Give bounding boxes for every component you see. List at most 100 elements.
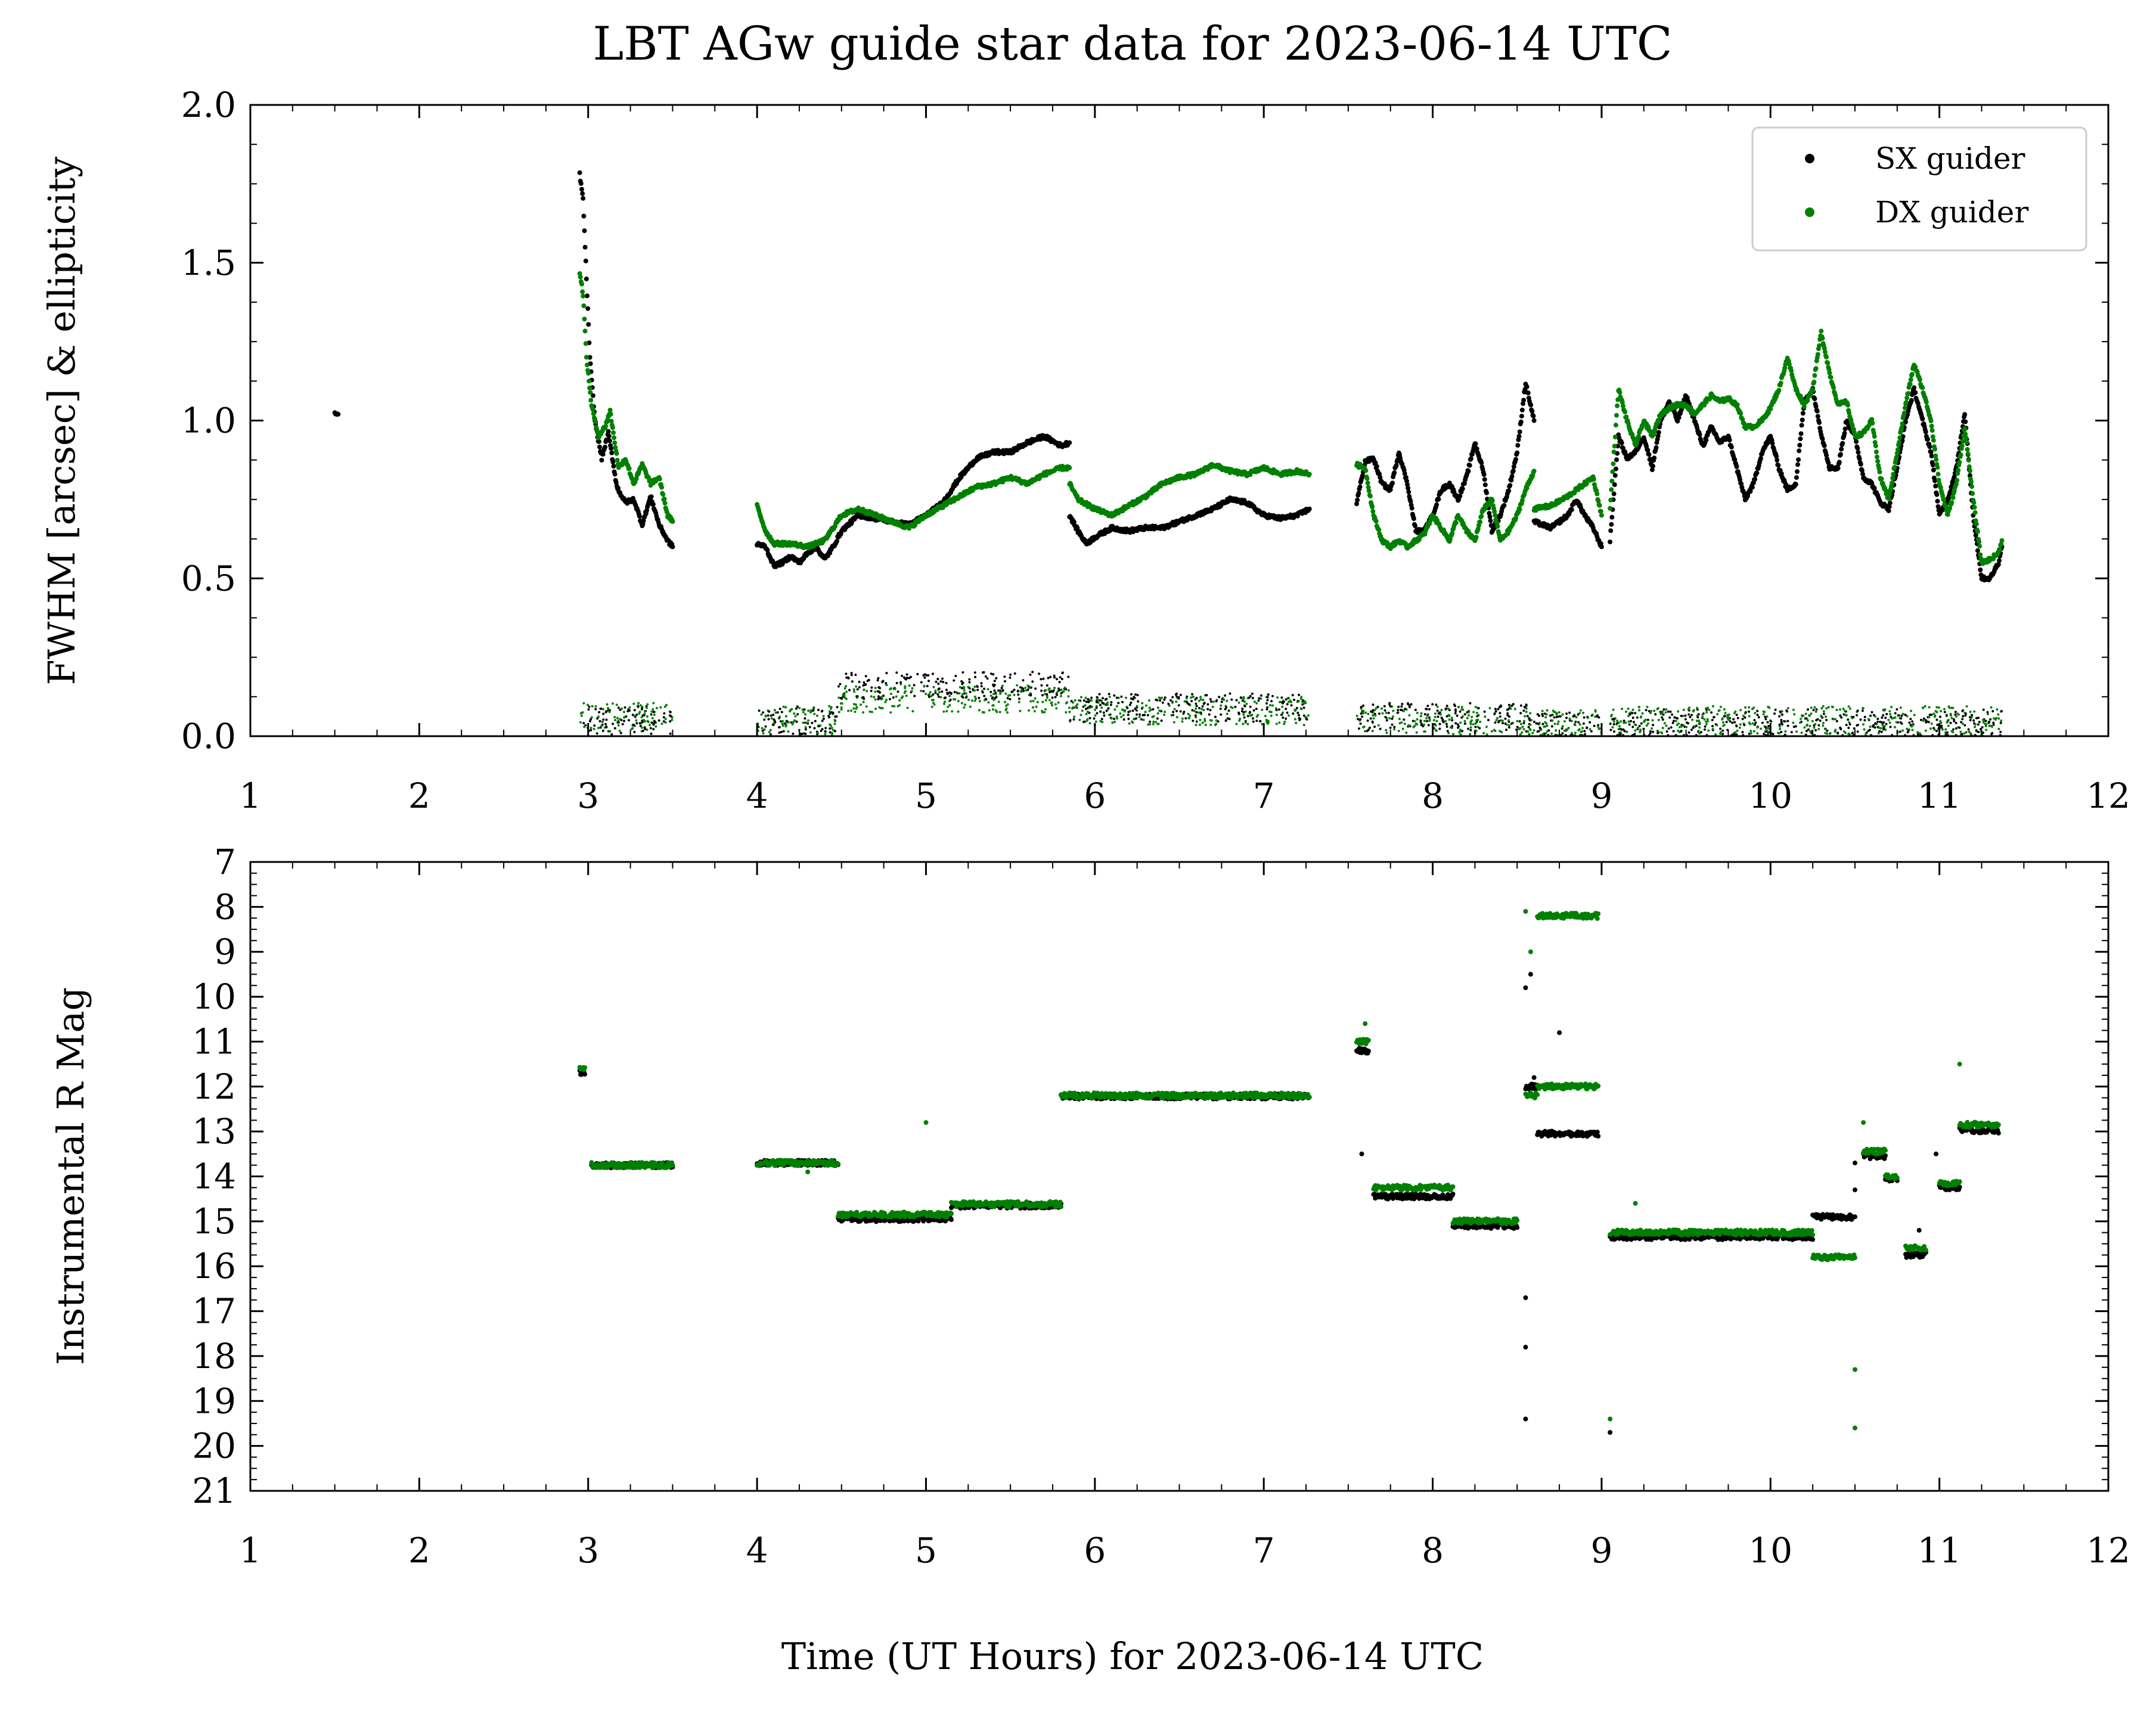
ellipticity-point-dx	[1495, 719, 1498, 722]
ellipticity-point-sx	[1541, 722, 1544, 725]
fwhm-point-sx	[336, 411, 341, 417]
fwhm-point-dx	[615, 458, 620, 463]
fwhm-point-sx	[1619, 441, 1624, 446]
ellipticity-point-sx	[1794, 725, 1797, 728]
ellipticity-point-dx	[1660, 731, 1663, 734]
ellipticity-point-sx	[1436, 709, 1439, 712]
ellipticity-point-dx	[1090, 699, 1093, 702]
ellipticity-point-dx	[1044, 699, 1047, 702]
ellipticity-point-dx	[614, 719, 617, 721]
ellipticity-point-dx	[1220, 704, 1223, 707]
ellipticity-point-dx	[1890, 706, 1893, 708]
ellipticity-point-dx	[1685, 725, 1688, 728]
ellipticity-point-dx	[582, 702, 585, 705]
ellipticity-point-dx	[1120, 715, 1123, 718]
ellipticity-point-dx	[817, 731, 819, 734]
ellipticity-point-sx	[1561, 732, 1564, 735]
ellipticity-point-dx	[640, 726, 643, 729]
ellipticity-point-dx	[1202, 709, 1205, 712]
ellipticity-point-sx	[1397, 705, 1400, 708]
ellipticity-point-sx	[1149, 720, 1151, 723]
ellipticity-point-dx	[1825, 707, 1828, 710]
ellipticity-point-sx	[1006, 697, 1009, 700]
ellipticity-point-sx	[1964, 712, 1967, 715]
ellipticity-point-dx	[1719, 731, 1722, 734]
ellipticity-point-dx	[1839, 708, 1841, 711]
ellipticity-point-dx	[891, 705, 894, 708]
ellipticity-point-sx	[1733, 721, 1736, 724]
ellipticity-point-sx	[1369, 717, 1372, 720]
ellipticity-point-sx	[769, 733, 772, 736]
ellipticity-point-dx	[1147, 723, 1150, 726]
ellipticity-point-dx	[1189, 714, 1192, 717]
ellipticity-point-sx	[1949, 721, 1952, 724]
ellipticity-point-sx	[821, 719, 824, 722]
ellipticity-point-dx	[1221, 697, 1224, 700]
ellipticity-point-dx	[781, 719, 784, 722]
ellipticity-point-dx	[1117, 696, 1120, 699]
ellipticity-point-sx	[1438, 727, 1441, 730]
ellipticity-point-sx	[1040, 684, 1043, 687]
ellipticity-point-sx	[1805, 730, 1808, 733]
ellipticity-point-sx	[946, 691, 949, 694]
ellipticity-point-sx	[936, 678, 939, 680]
ellipticity-point-sx	[939, 680, 942, 683]
ellipticity-point-sx	[644, 727, 647, 730]
ellipticity-point-dx	[1795, 730, 1798, 733]
ellipticity-point-dx	[1077, 699, 1080, 702]
ellipticity-point-sx	[590, 718, 592, 721]
ellipticity-point-dx	[809, 731, 812, 734]
ellipticity-point-dx	[1651, 719, 1654, 722]
ellipticity-point-sx	[1286, 703, 1289, 706]
ellipticity-point-dx	[833, 719, 836, 721]
ellipticity-point-sx	[1190, 700, 1193, 703]
ellipticity-point-dx	[1726, 716, 1729, 719]
ellipticity-point-sx	[804, 717, 806, 720]
ellipticity-point-sx	[990, 672, 992, 675]
ellipticity-point-sx	[1016, 690, 1019, 693]
ellipticity-point-dx	[1981, 718, 1984, 721]
ellipticity-point-sx	[926, 685, 929, 687]
ellipticity-point-sx	[1638, 725, 1641, 727]
ellipticity-point-dx	[1300, 696, 1303, 699]
ellipticity-point-dx	[1212, 700, 1215, 703]
ellipticity-point-sx	[1616, 722, 1618, 725]
ellipticity-point-sx	[1497, 708, 1500, 711]
fwhm-point-sx	[1515, 450, 1520, 455]
fwhm-point-sx	[1838, 452, 1843, 457]
ellipticity-point-dx	[1459, 733, 1462, 736]
fwhm-point-sx	[1409, 505, 1414, 511]
fwhm-point-sx	[1411, 516, 1416, 522]
ellipticity-point-sx	[1407, 702, 1409, 705]
ellipticity-point-dx	[1459, 728, 1462, 731]
ellipticity-point-sx	[795, 720, 798, 723]
ellipticity-point-dx	[1509, 705, 1512, 708]
ellipticity-point-dx	[1561, 725, 1564, 728]
ellipticity-point-dx	[809, 711, 812, 714]
ellipticity-point-dx	[1426, 714, 1429, 717]
ellipticity-point-dx	[1825, 728, 1827, 731]
ellipticity-point-dx	[1579, 709, 1582, 712]
ellipticity-point-dx	[992, 693, 995, 696]
fwhm-point-sx	[1814, 408, 1820, 414]
ellipticity-point-sx	[1723, 715, 1726, 717]
ellipticity-point-sx	[767, 718, 770, 721]
ellipticity-point-sx	[1410, 703, 1413, 706]
ellipticity-point-dx	[1698, 719, 1700, 722]
ellipticity-point-dx	[1041, 700, 1044, 703]
ellipticity-point-sx	[1446, 730, 1449, 733]
ellipticity-point-dx	[1161, 696, 1163, 699]
ellipticity-point-sx	[1821, 716, 1824, 719]
ellipticity-point-sx	[1711, 719, 1714, 721]
ellipticity-point-dx	[1115, 715, 1118, 718]
ellipticity-point-sx	[1499, 705, 1502, 708]
ellipticity-point-dx	[1056, 691, 1059, 694]
ellipticity-point-sx	[1896, 708, 1898, 711]
ellipticity-point-sx	[1649, 730, 1652, 733]
ellipticity-point-sx	[1122, 718, 1125, 721]
ellipticity-point-sx	[1984, 719, 1987, 722]
fwhm-point-sx	[584, 276, 589, 281]
ellipticity-point-dx	[1714, 733, 1717, 736]
ellipticity-point-dx	[911, 687, 914, 690]
ellipticity-point-sx	[1378, 712, 1381, 715]
